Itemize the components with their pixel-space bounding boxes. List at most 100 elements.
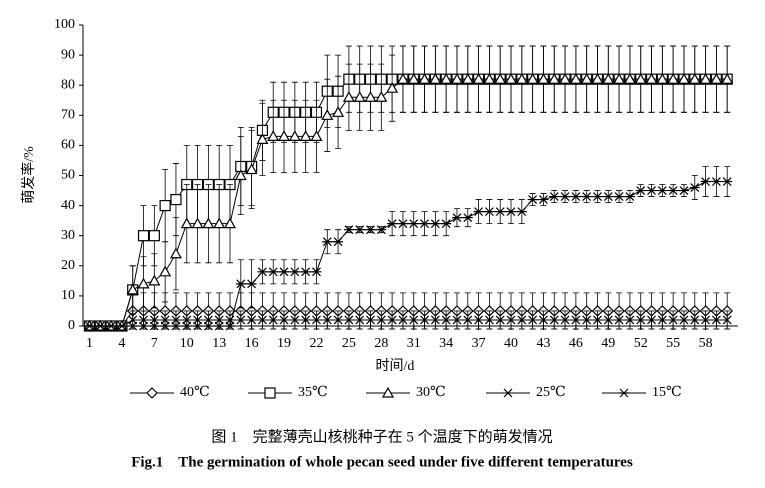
marker [342,91,355,102]
marker [214,321,225,331]
marker [84,321,95,331]
marker [333,237,344,247]
marker [711,177,722,186]
marker [559,72,572,84]
marker [462,213,473,223]
marker [483,72,496,84]
marker [602,72,615,84]
marker [332,106,345,117]
legend-marker [503,388,513,398]
marker [245,163,258,175]
marker [375,91,388,102]
marker [364,91,377,102]
marker [450,72,463,84]
marker [224,321,235,331]
y-tick-label: 90 [61,47,75,62]
marker [429,72,442,84]
marker [614,192,625,201]
marker [581,192,592,201]
marker [657,186,668,195]
marker [657,315,667,325]
marker [387,315,397,325]
marker [234,169,247,181]
caption-en: Fig.1 The germination of whole pecan see… [131,454,633,470]
x-tick-label: 16 [245,336,259,351]
marker [268,315,278,325]
marker [701,315,710,325]
x-tick-label: 7 [151,336,158,351]
marker [603,192,614,201]
marker [711,315,721,325]
marker [278,130,291,141]
marker [516,207,527,217]
x-tick-label: 46 [569,336,583,351]
legend-label: 15℃ [652,385,682,400]
y-tick-label: 70 [61,108,75,123]
marker [452,315,462,325]
marker [301,315,311,325]
marker [517,315,527,325]
marker [614,315,624,325]
y-tick-label: 50 [61,168,75,183]
marker [366,315,375,325]
marker [430,219,441,229]
marker [191,217,204,229]
marker [624,192,635,201]
marker [223,217,237,229]
marker [472,72,485,84]
legend-label: 25℃ [536,385,566,400]
x-tick-label: 40 [504,336,518,351]
marker [169,247,182,259]
marker [506,207,517,217]
marker [635,186,646,195]
marker [634,72,647,84]
legend-marker [619,388,629,398]
marker [656,72,669,84]
marker [526,72,539,84]
marker [689,183,700,192]
marker [235,279,246,289]
marker [569,72,582,84]
marker [116,321,127,331]
marker [647,315,656,325]
y-tick-label: 30 [61,228,75,243]
marker [288,130,301,141]
x-tick-label: 19 [277,336,291,351]
marker [527,195,538,205]
marker [677,72,690,84]
marker [159,200,171,212]
marker [710,72,723,84]
marker [430,315,440,325]
marker [289,267,300,277]
marker [571,315,581,325]
series-line [89,319,728,327]
marker [246,279,257,289]
marker [668,186,679,195]
marker [484,315,494,325]
marker [268,267,279,277]
marker [473,207,484,217]
x-axis-label: 时间/d [376,358,415,374]
marker [560,315,570,325]
marker [506,315,516,325]
marker [322,315,332,325]
marker [355,315,365,325]
x-tick-label: 1 [86,336,93,351]
marker [580,72,593,84]
x-tick-label: 25 [342,336,356,351]
marker [149,321,160,331]
marker [333,315,343,325]
marker [679,315,689,325]
legend-marker [146,387,158,399]
y-tick-label: 20 [61,258,75,273]
marker [636,315,646,325]
marker [148,274,161,286]
marker [398,315,408,325]
marker [247,315,257,325]
marker [126,283,139,295]
x-tick-label: 37 [472,336,486,351]
x-tick-label: 31 [407,336,421,351]
marker [419,219,430,229]
x-tick-label: 55 [666,336,680,351]
marker [279,267,290,277]
